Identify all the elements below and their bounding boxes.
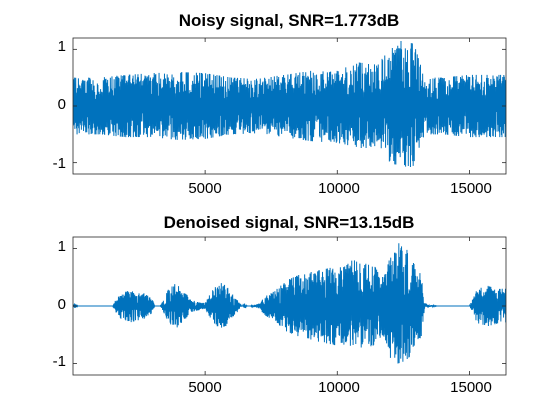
noisy-xtick-label-15000: 15000 <box>450 180 492 197</box>
denoised-xtick-label-10000: 10000 <box>318 379 360 396</box>
noisy-signal-ticks <box>73 38 506 174</box>
noisy-signal-plot-area <box>73 40 506 167</box>
denoised-xtick-label-5000: 5000 <box>188 379 221 396</box>
noisy-ytick-label-0: 0 <box>58 96 66 113</box>
noisy-xtick-label-5000: 5000 <box>188 180 221 197</box>
noisy-xtick-label-10000: 10000 <box>318 180 360 197</box>
denoised-signal-title: Denoised signal, SNR=13.15dB <box>164 213 415 232</box>
denoised-signal-axes: Denoised signal, SNR=13.15dB 5000 10000 … <box>53 213 507 396</box>
noisy-ytick-label-minus1: -1 <box>53 155 66 172</box>
noisy-signal-line <box>73 40 506 167</box>
noisy-signal-axes: Noisy signal, SNR=1.773dB 5000 10000 150… <box>53 11 507 197</box>
noisy-signal-title: Noisy signal, SNR=1.773dB <box>179 11 400 30</box>
denoised-ytick-label-minus1: -1 <box>53 353 66 370</box>
denoised-signal-plot-area <box>73 243 506 364</box>
denoised-ytick-label-1: 1 <box>58 238 66 255</box>
denoised-signal-ticks <box>73 237 506 375</box>
denoised-xtick-label-15000: 15000 <box>450 379 492 396</box>
denoised-signal-line <box>73 243 506 364</box>
noisy-ytick-label-1: 1 <box>58 38 66 55</box>
denoised-ytick-label-0: 0 <box>58 296 66 313</box>
